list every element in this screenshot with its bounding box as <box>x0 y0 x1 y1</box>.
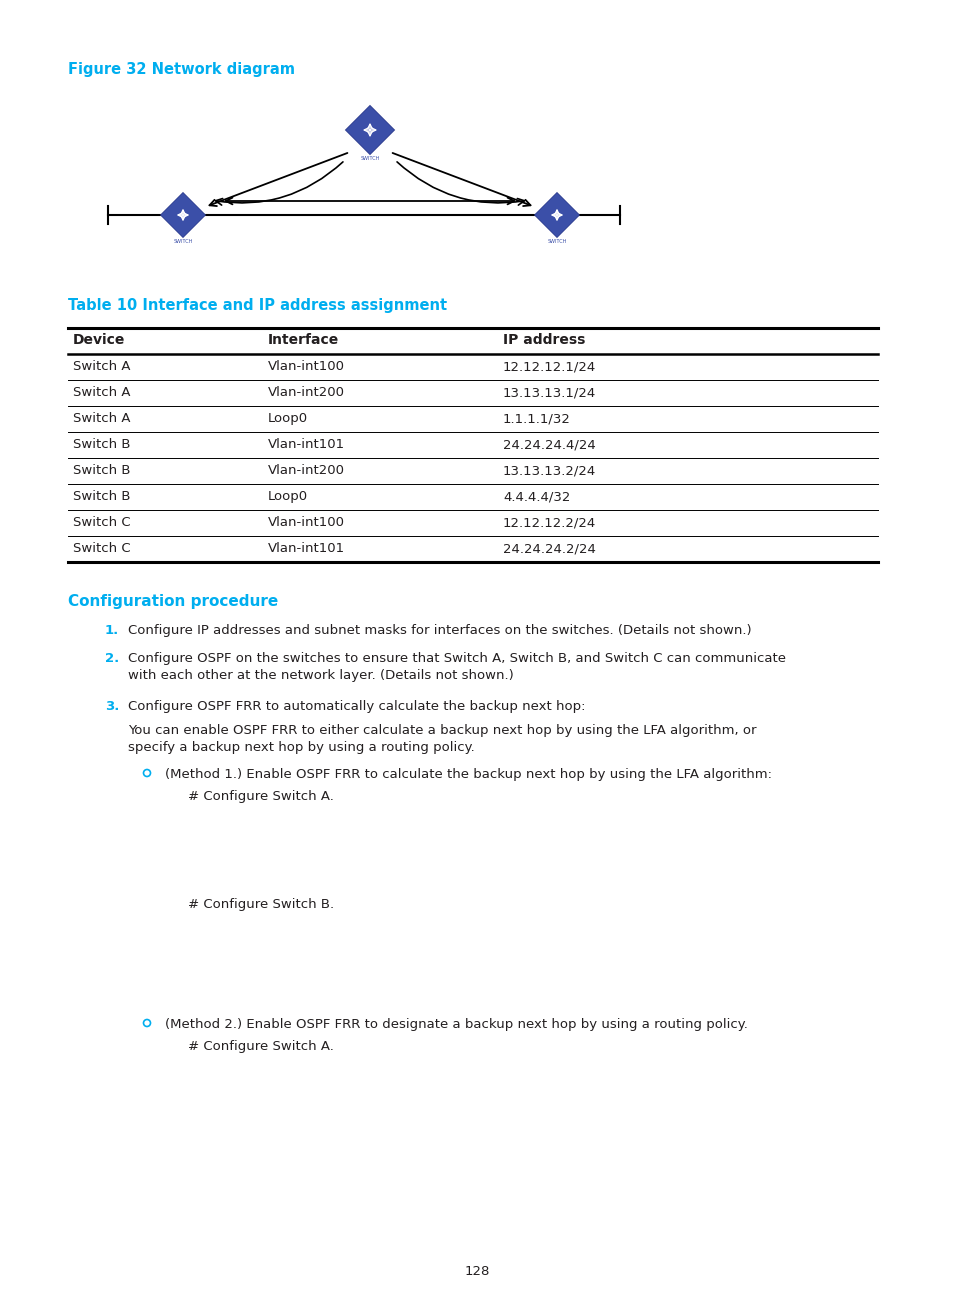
Text: SWITCH: SWITCH <box>360 157 379 162</box>
Text: # Configure Switch A.: # Configure Switch A. <box>188 791 334 804</box>
Text: Vlan-int200: Vlan-int200 <box>268 386 345 399</box>
FancyArrowPatch shape <box>215 162 342 205</box>
Text: # Configure Switch B.: # Configure Switch B. <box>188 898 334 911</box>
FancyArrowPatch shape <box>396 162 524 205</box>
Text: Configure OSPF on the switches to ensure that Switch A, Switch B, and Switch C c: Configure OSPF on the switches to ensure… <box>128 652 785 665</box>
Text: Table 10 Interface and IP address assignment: Table 10 Interface and IP address assign… <box>68 298 447 314</box>
Text: 4.4.4.4/32: 4.4.4.4/32 <box>502 490 570 503</box>
Text: Vlan-int200: Vlan-int200 <box>268 464 345 477</box>
Text: Switch A: Switch A <box>73 412 131 425</box>
Text: 13.13.13.2/24: 13.13.13.2/24 <box>502 464 596 477</box>
Text: 3.: 3. <box>105 700 119 713</box>
Text: 12.12.12.1/24: 12.12.12.1/24 <box>502 360 596 373</box>
Text: 13.13.13.1/24: 13.13.13.1/24 <box>502 386 596 399</box>
Text: Switch B: Switch B <box>73 490 131 503</box>
Circle shape <box>143 1020 151 1026</box>
Polygon shape <box>160 192 206 238</box>
Text: 1.: 1. <box>105 623 119 638</box>
Text: Switch C: Switch C <box>73 516 131 529</box>
Text: Figure 32 Network diagram: Figure 32 Network diagram <box>68 62 294 76</box>
Circle shape <box>143 770 151 776</box>
Text: Interface: Interface <box>268 333 339 347</box>
Text: Vlan-int100: Vlan-int100 <box>268 516 345 529</box>
Text: Switch A: Switch A <box>73 360 131 373</box>
Text: Switch C: Switch C <box>73 542 131 555</box>
Text: Loop0: Loop0 <box>268 490 308 503</box>
Text: Switch B: Switch B <box>73 438 131 451</box>
Text: 24.24.24.2/24: 24.24.24.2/24 <box>502 542 596 555</box>
Text: 24.24.24.4/24: 24.24.24.4/24 <box>502 438 595 451</box>
Polygon shape <box>534 192 579 238</box>
Text: SWITCH: SWITCH <box>547 240 566 244</box>
Text: Loop0: Loop0 <box>268 412 308 425</box>
Text: # Configure Switch A.: # Configure Switch A. <box>188 1039 334 1052</box>
Text: with each other at the network layer. (Details not shown.): with each other at the network layer. (D… <box>128 669 514 682</box>
Text: Vlan-int100: Vlan-int100 <box>268 360 345 373</box>
Polygon shape <box>344 105 395 156</box>
Text: (Method 2.) Enable OSPF FRR to designate a backup next hop by using a routing po: (Method 2.) Enable OSPF FRR to designate… <box>165 1017 747 1032</box>
Text: IP address: IP address <box>502 333 585 347</box>
Text: (Method 1.) Enable OSPF FRR to calculate the backup next hop by using the LFA al: (Method 1.) Enable OSPF FRR to calculate… <box>165 769 771 781</box>
Text: specify a backup next hop by using a routing policy.: specify a backup next hop by using a rou… <box>128 741 475 754</box>
Text: 1.1.1.1/32: 1.1.1.1/32 <box>502 412 570 425</box>
Polygon shape <box>535 193 578 237</box>
Text: Configure IP addresses and subnet masks for interfaces on the switches. (Details: Configure IP addresses and subnet masks … <box>128 623 751 638</box>
Text: Configure OSPF FRR to automatically calculate the backup next hop:: Configure OSPF FRR to automatically calc… <box>128 700 585 713</box>
Text: 12.12.12.2/24: 12.12.12.2/24 <box>502 516 596 529</box>
Text: 2.: 2. <box>105 652 119 665</box>
Text: Device: Device <box>73 333 125 347</box>
Text: Configuration procedure: Configuration procedure <box>68 594 278 609</box>
Text: Switch A: Switch A <box>73 386 131 399</box>
Text: SWITCH: SWITCH <box>173 240 193 244</box>
Text: Switch B: Switch B <box>73 464 131 477</box>
Text: Vlan-int101: Vlan-int101 <box>268 542 345 555</box>
Text: Vlan-int101: Vlan-int101 <box>268 438 345 451</box>
Text: 128: 128 <box>464 1265 489 1278</box>
Polygon shape <box>161 193 205 237</box>
Text: You can enable OSPF FRR to either calculate a backup next hop by using the LFA a: You can enable OSPF FRR to either calcul… <box>128 724 756 737</box>
Polygon shape <box>346 106 394 154</box>
